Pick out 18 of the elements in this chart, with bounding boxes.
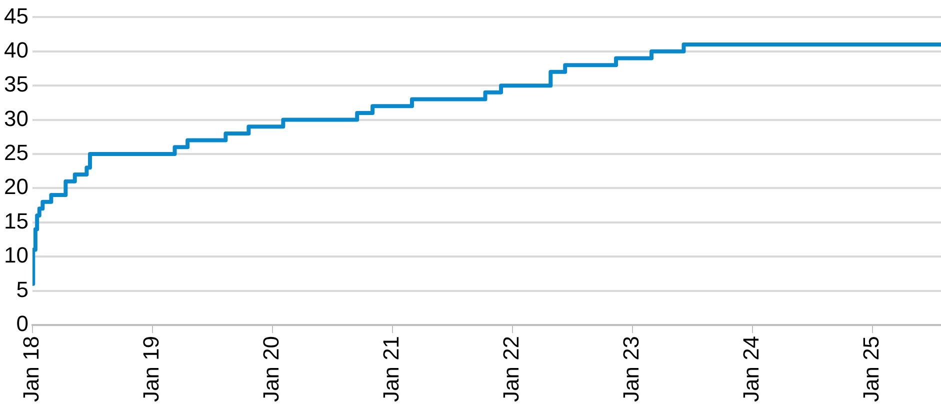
y-tick-label: 30 [4,106,28,131]
y-tick-label: 35 [4,72,28,97]
x-tick-label: Jan 23 [618,336,644,402]
y-tick-label: 0 [16,311,28,336]
y-tick-label: 20 [4,174,28,200]
x-tick-label: Jan 18 [18,336,44,402]
x-tick-label: Jan 20 [258,336,284,402]
y-tick-label: 40 [4,37,28,62]
y-tick-label: 5 [16,276,28,302]
y-tick-label: 15 [4,208,28,234]
x-tick-label: Jan 19 [138,336,164,402]
y-tick-label: 45 [4,3,28,28]
x-tick-label: Jan 22 [498,336,524,402]
x-tick-label: Jan 24 [738,336,764,402]
y-tick-label: 25 [4,140,28,166]
x-tick-label: Jan 21 [378,336,404,402]
y-tick-label: 10 [4,242,28,268]
x-tick-label: Jan 25 [858,336,884,402]
